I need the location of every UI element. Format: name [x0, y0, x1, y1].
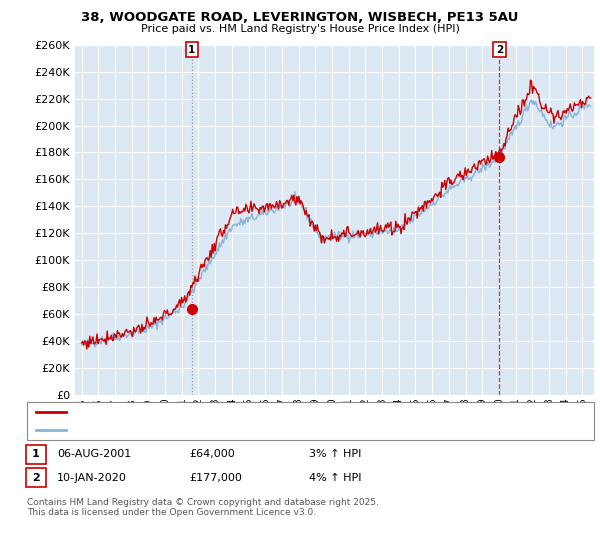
Text: 2: 2 [496, 45, 503, 55]
Text: 38, WOODGATE ROAD, LEVERINGTON, WISBECH, PE13 5AU: 38, WOODGATE ROAD, LEVERINGTON, WISBECH,… [82, 11, 518, 24]
Text: Price paid vs. HM Land Registry's House Price Index (HPI): Price paid vs. HM Land Registry's House … [140, 24, 460, 34]
Text: 1: 1 [32, 449, 40, 459]
Text: 3% ↑ HPI: 3% ↑ HPI [309, 449, 361, 459]
Text: 4% ↑ HPI: 4% ↑ HPI [309, 473, 361, 483]
Text: 06-AUG-2001: 06-AUG-2001 [57, 449, 131, 459]
Text: HPI: Average price, semi-detached house, Fenland: HPI: Average price, semi-detached house,… [72, 425, 318, 435]
Text: 2: 2 [32, 473, 40, 483]
Text: 38, WOODGATE ROAD, LEVERINGTON, WISBECH, PE13 5AU (semi-detached house): 38, WOODGATE ROAD, LEVERINGTON, WISBECH,… [72, 407, 478, 417]
Text: This data is licensed under the Open Government Licence v3.0.: This data is licensed under the Open Gov… [27, 508, 316, 517]
Text: £177,000: £177,000 [189, 473, 242, 483]
Text: 10-JAN-2020: 10-JAN-2020 [57, 473, 127, 483]
Text: Contains HM Land Registry data © Crown copyright and database right 2025.: Contains HM Land Registry data © Crown c… [27, 498, 379, 507]
Text: 1: 1 [188, 45, 196, 55]
Text: £64,000: £64,000 [189, 449, 235, 459]
